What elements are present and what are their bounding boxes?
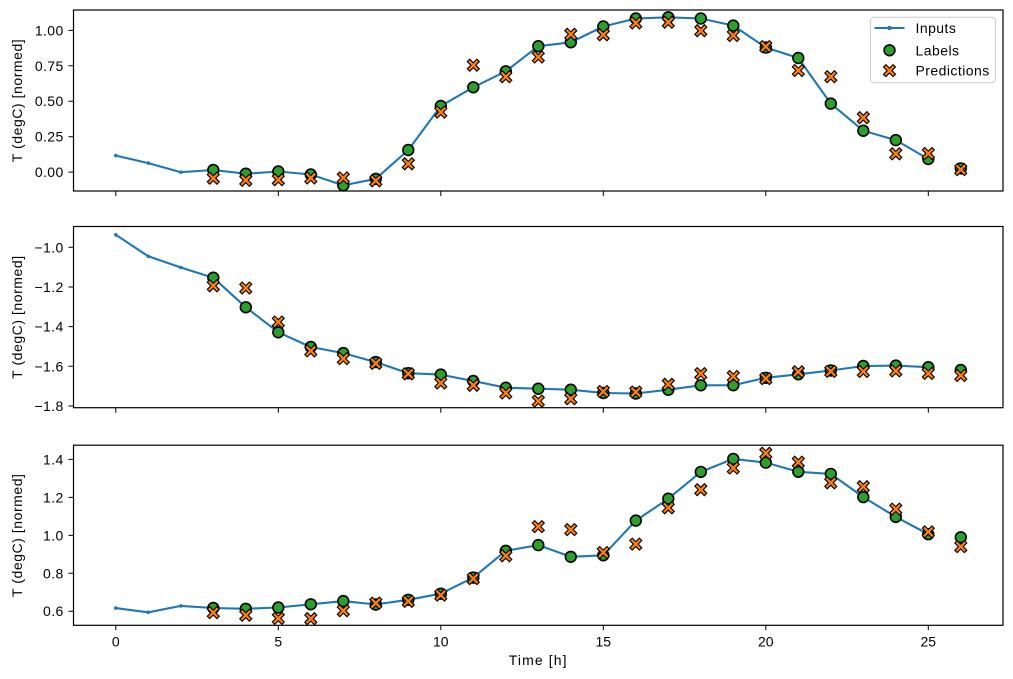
svg-text:0.6: 0.6: [43, 603, 64, 619]
svg-text:0.50: 0.50: [35, 93, 64, 109]
svg-text:−1.6: −1.6: [34, 358, 63, 374]
svg-text:Time [h]: Time [h]: [509, 652, 568, 668]
svg-text:10: 10: [433, 634, 449, 650]
svg-text:−1.8: −1.8: [34, 398, 63, 414]
svg-text:5: 5: [274, 634, 282, 650]
svg-text:T (degC) [normed]: T (degC) [normed]: [9, 474, 25, 597]
svg-text:1.00: 1.00: [35, 22, 64, 38]
svg-text:20: 20: [758, 634, 774, 650]
svg-text:0: 0: [112, 634, 120, 650]
svg-text:0.00: 0.00: [35, 164, 64, 180]
svg-text:T (degC) [normed]: T (degC) [normed]: [9, 39, 25, 162]
svg-text:25: 25: [921, 634, 937, 650]
svg-text:Labels: Labels: [916, 42, 960, 58]
svg-text:0.25: 0.25: [35, 129, 64, 145]
svg-text:−1.2: −1.2: [34, 279, 63, 295]
svg-text:0.75: 0.75: [35, 58, 64, 74]
svg-text:1.0: 1.0: [43, 527, 64, 543]
svg-text:−1.4: −1.4: [34, 319, 63, 335]
svg-text:Inputs: Inputs: [916, 20, 957, 36]
svg-text:−1.0: −1.0: [34, 239, 63, 255]
svg-text:15: 15: [596, 634, 612, 650]
svg-text:0.8: 0.8: [43, 565, 64, 581]
svg-text:Predictions: Predictions: [916, 63, 990, 79]
svg-text:1.4: 1.4: [43, 451, 64, 467]
svg-text:T (degC) [normed]: T (degC) [normed]: [9, 255, 25, 378]
svg-text:1.2: 1.2: [43, 489, 64, 505]
